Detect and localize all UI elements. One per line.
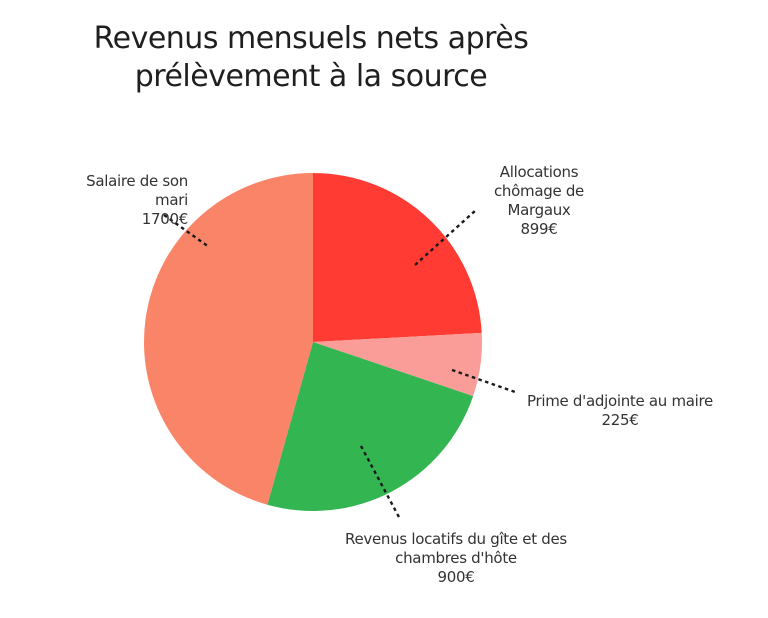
slice-label-text-salaire-1: mari xyxy=(155,191,188,209)
slice-label-text-allocations-2: Margaux xyxy=(507,201,571,219)
pie-slice-prime xyxy=(313,332,483,397)
slice-label-revenus-locatifs: Revenus locatifs du gîte et des chambres … xyxy=(340,530,572,587)
leader-line-prime xyxy=(451,368,519,395)
slice-label-allocations: Allocations chômage de Margaux 899€ xyxy=(484,163,594,239)
slice-value-allocations: 899€ xyxy=(520,220,558,238)
slice-label-text-revenus-locatifs-0: Revenus locatifs du gîte et des xyxy=(345,530,567,548)
slice-value-revenus-locatifs: 900€ xyxy=(437,568,475,586)
slice-label-text-allocations-0: Allocations xyxy=(499,163,579,181)
leader-line-salaire xyxy=(163,214,210,248)
slice-label-salaire: Salaire de son mari 1700€ xyxy=(60,172,188,229)
chart-title-line-2: prélèvement à la source xyxy=(134,59,488,94)
chart-title: Revenus mensuels nets après prélèvement … xyxy=(0,20,622,96)
slice-label-prime: Prime d'adjointe au maire 225€ xyxy=(520,392,720,430)
chart-title-line-1: Revenus mensuels nets après xyxy=(93,21,529,56)
slice-label-text-prime-0: Prime d'adjointe au maire xyxy=(527,392,713,410)
slice-label-text-salaire-0: Salaire de son xyxy=(86,172,188,190)
pie-slice-allocations xyxy=(313,173,482,342)
pie-slice-revenus-locatifs xyxy=(267,342,474,511)
slice-label-text-revenus-locatifs-1: chambres d'hôte xyxy=(395,549,517,567)
pie-slice-salaire xyxy=(144,173,313,505)
slice-value-prime: 225€ xyxy=(601,411,639,429)
slice-label-text-allocations-1: chômage de xyxy=(493,182,584,200)
slice-value-salaire: 1700€ xyxy=(141,210,189,228)
